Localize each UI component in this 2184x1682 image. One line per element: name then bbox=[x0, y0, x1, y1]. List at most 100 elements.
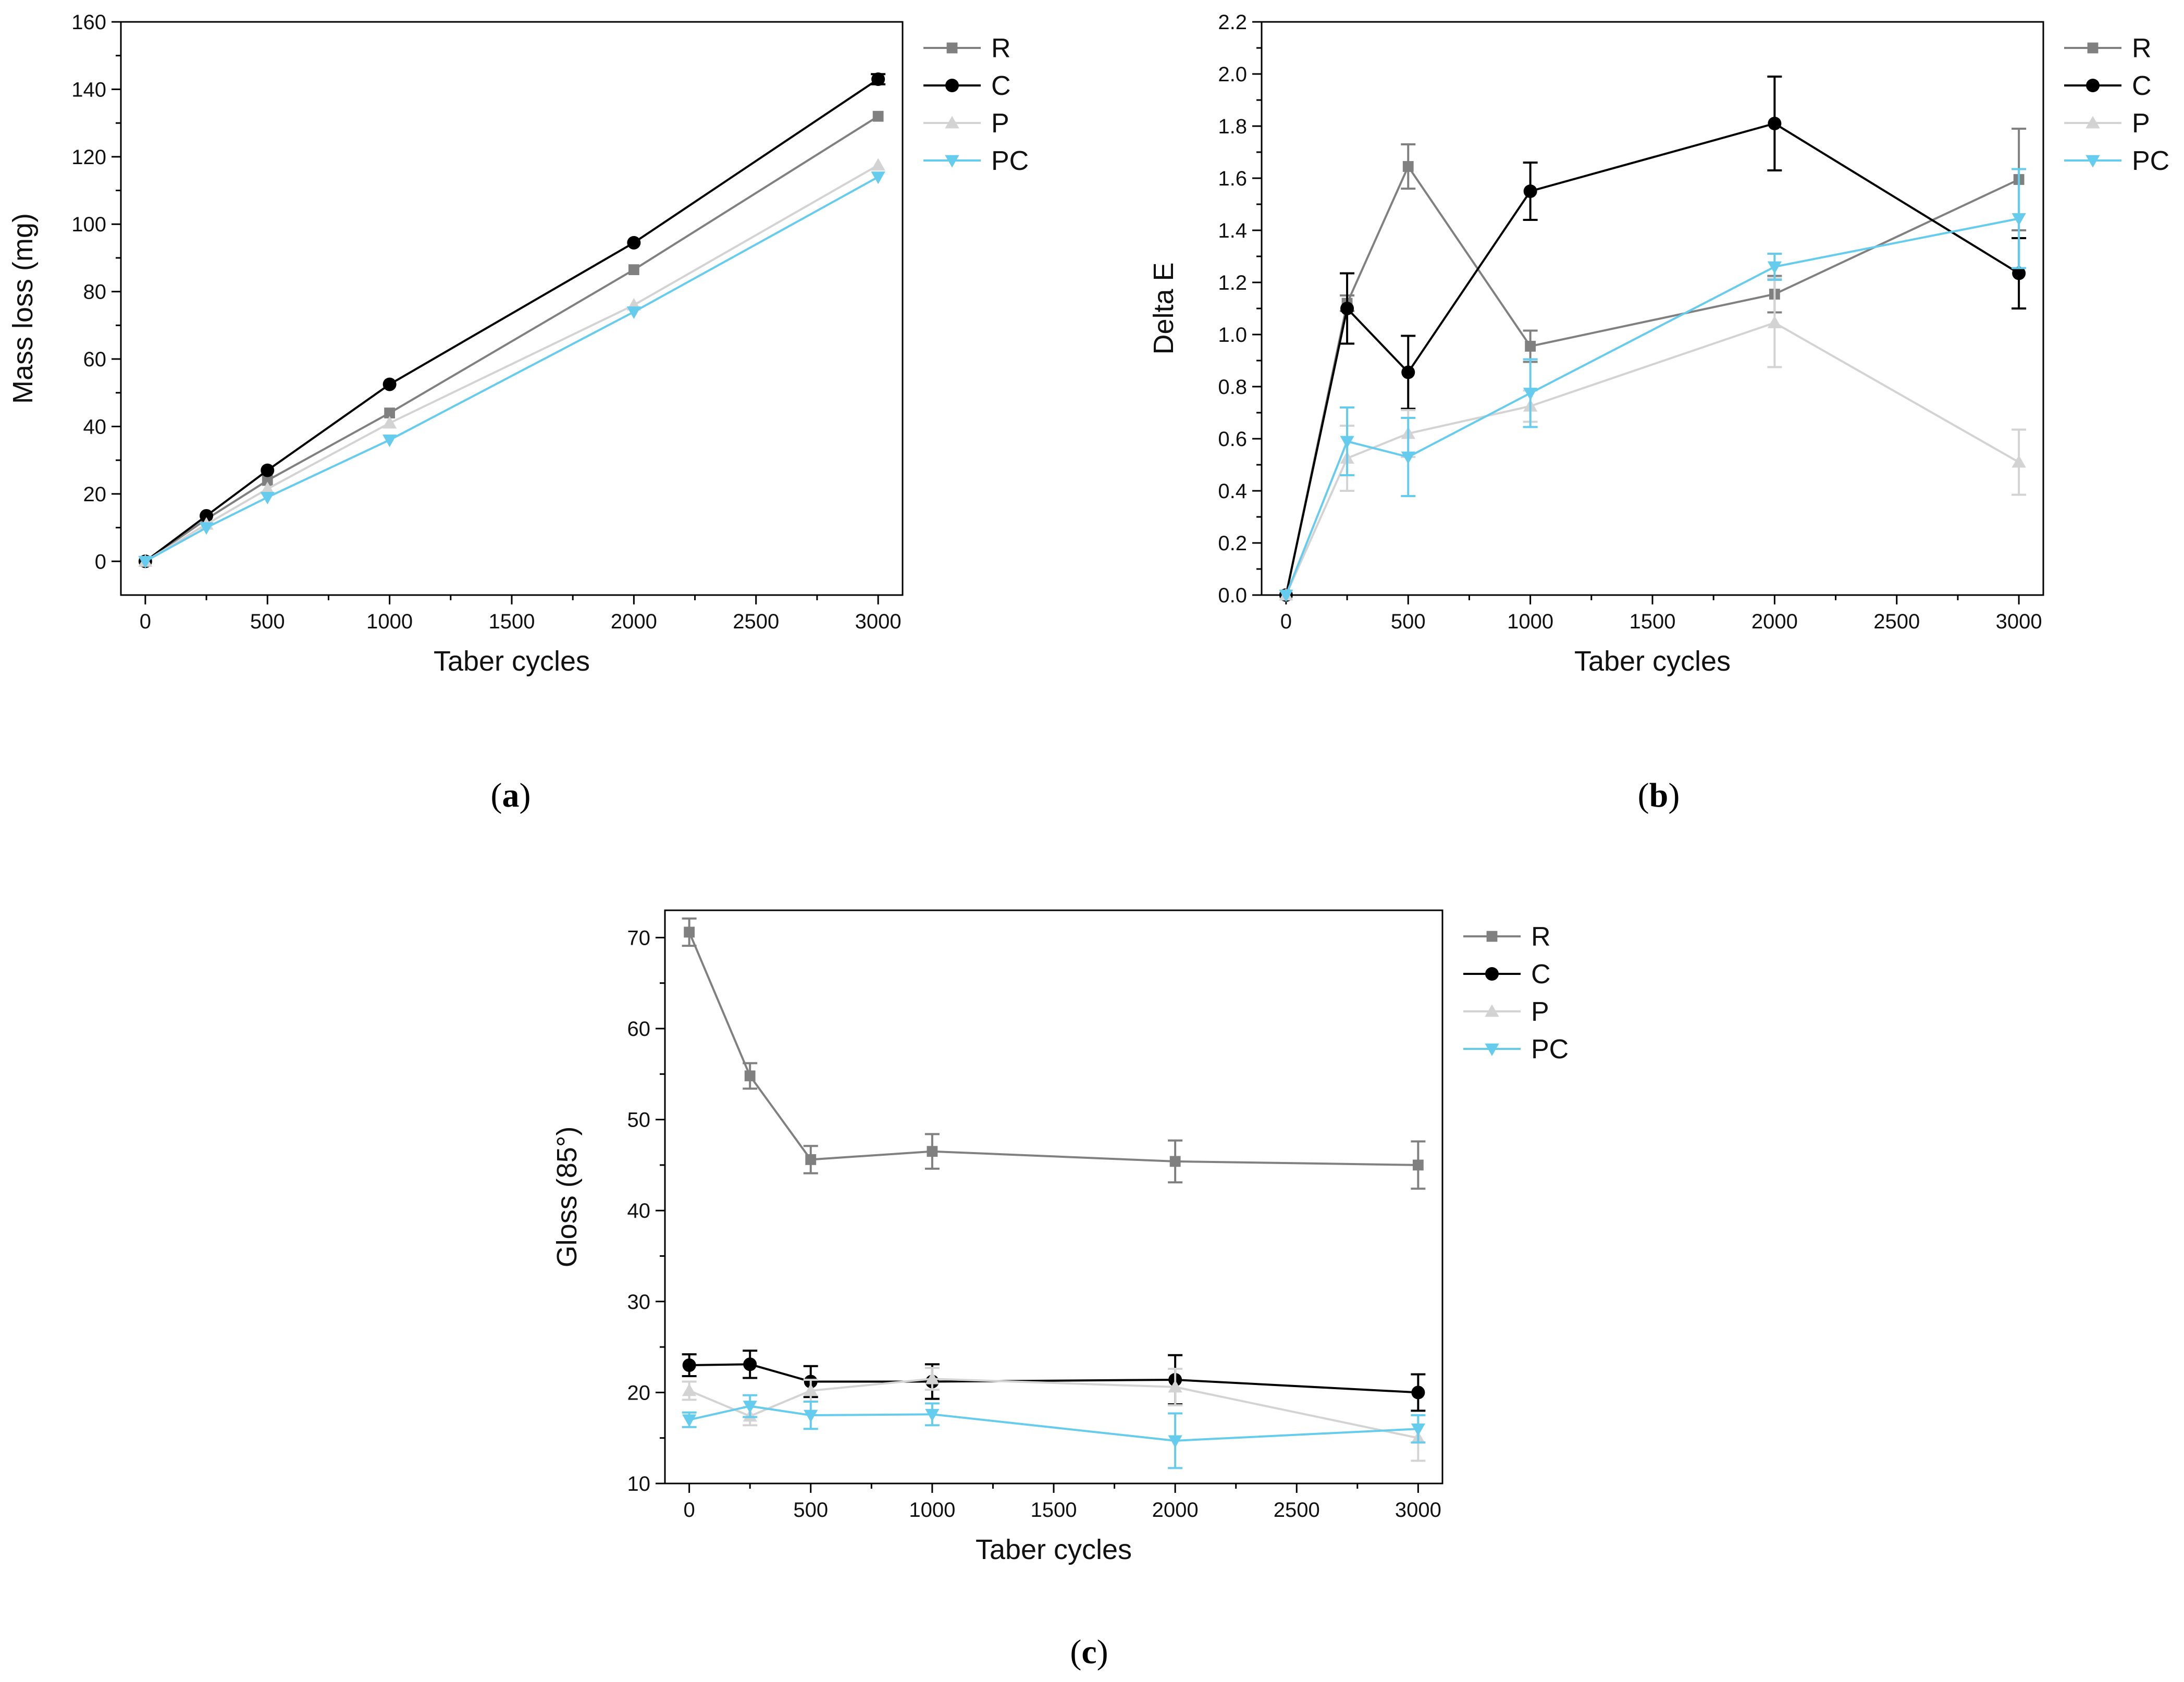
panel-c-legend-label: R bbox=[1531, 922, 1551, 952]
panel-c-line-p bbox=[688, 1378, 1418, 1439]
panel-a-y-tick-label: 0 bbox=[95, 550, 106, 573]
panel-b-x-tick-label: 1000 bbox=[1507, 610, 1553, 633]
panel-a-legend-label: R bbox=[991, 33, 1011, 64]
panel-b-series-pc bbox=[1279, 168, 2027, 602]
panel-b-x-axis: 0 500 1000 1500 2000 2500 3000 bbox=[1280, 595, 2042, 633]
panel-b-point-r bbox=[1525, 341, 1536, 352]
panel-b-x-tick-label: 2000 bbox=[1751, 610, 1798, 633]
panel-b-point-pc bbox=[1340, 436, 1354, 449]
panel-b-point-c bbox=[1340, 302, 1354, 315]
panel-c-point-p bbox=[925, 1371, 940, 1384]
panel-a-x-axis-title: Taber cycles bbox=[434, 646, 590, 677]
panel-c-legend-entry-p: P bbox=[1463, 997, 1549, 1027]
panel-c-y-tick-label: 60 bbox=[627, 1018, 651, 1041]
panel-c-line-pc bbox=[689, 1405, 1418, 1442]
panel-b-legend-marker bbox=[2086, 79, 2100, 92]
panel-b-y-tick-label: 2.0 bbox=[1218, 63, 1247, 86]
panel-c-legend-label: PC bbox=[1531, 1034, 1569, 1065]
panel-b-legend-label: PC bbox=[2132, 146, 2169, 176]
panel-c-series-p bbox=[682, 1367, 1426, 1462]
panel-a-legend-label: P bbox=[991, 108, 1009, 139]
panel-b-x-tick-label: 500 bbox=[1391, 610, 1426, 633]
panel-b-legend-label: C bbox=[2132, 71, 2152, 101]
panel-c-point-pc bbox=[682, 1414, 697, 1427]
panel-b-y-tick-label: 0.6 bbox=[1218, 428, 1247, 451]
panel-a-y-tick-label: 120 bbox=[71, 146, 106, 169]
panel-a-line-pc bbox=[144, 176, 879, 563]
panel-a-legend-marker bbox=[945, 155, 959, 168]
panel-c-point-r bbox=[805, 1154, 817, 1165]
panel-a-x-tick-label: 3000 bbox=[855, 610, 902, 633]
panel-a-y-tick-label: 20 bbox=[83, 483, 107, 506]
panel-b-line-r bbox=[1285, 164, 2019, 596]
panel-b-series-p bbox=[1279, 277, 2027, 601]
panel-c-series-r bbox=[682, 917, 1426, 1190]
panel-c-point-r bbox=[927, 1146, 938, 1157]
panel-c-x-tick-label: 0 bbox=[684, 1499, 695, 1522]
panel-c-x-tick-label: 3000 bbox=[1395, 1499, 1441, 1522]
panel-b-x-tick-label: 3000 bbox=[1996, 610, 2042, 633]
panel-b-point-c bbox=[1401, 365, 1415, 379]
panel-c-series-c bbox=[682, 1350, 1426, 1412]
panel-a-legend-entry-c: C bbox=[923, 71, 1011, 101]
panel-c-point-r bbox=[1412, 1159, 1424, 1171]
panel-a-y-axis-title: Mass loss (mg) bbox=[7, 213, 39, 404]
panel-b-point-p bbox=[2012, 455, 2026, 468]
panel-b-y-tick-label: 1.2 bbox=[1218, 271, 1247, 294]
panel-b-line-p bbox=[1285, 321, 2020, 596]
panel-c-legend-entry-pc: PC bbox=[1463, 1034, 1569, 1065]
panel-b-point-c bbox=[2012, 266, 2026, 280]
panel-a-line-c bbox=[144, 78, 879, 562]
panel-a-legend: RCP PC bbox=[923, 33, 1029, 176]
panel-c-point-p bbox=[682, 1383, 697, 1396]
panel-b-x-tick-label: 2500 bbox=[1873, 610, 1920, 633]
panel-a-x-tick-label: 2500 bbox=[733, 610, 779, 633]
panel-b-legend-entry-p: P bbox=[2064, 108, 2150, 139]
panel-c-point-pc bbox=[1168, 1435, 1182, 1448]
panel-b-x-tick-label: 1500 bbox=[1630, 610, 1676, 633]
panel-a-y-tick-label: 100 bbox=[71, 213, 106, 236]
panel-b-y-tick-label: 0.4 bbox=[1218, 480, 1247, 503]
panel-a-legend-label: PC bbox=[991, 146, 1029, 176]
panel-c-y-tick-label: 10 bbox=[627, 1473, 651, 1495]
panel-b-y-tick-label: 0.8 bbox=[1218, 376, 1247, 399]
panel-c-x-tick-label: 2500 bbox=[1274, 1499, 1320, 1522]
panel-b-legend-label: R bbox=[2132, 33, 2152, 64]
panel-b-legend-marker bbox=[2087, 42, 2099, 54]
panel-b-legend-marker bbox=[2086, 116, 2100, 129]
panel-c-point-r bbox=[684, 926, 695, 938]
panel-c-point-pc bbox=[925, 1408, 940, 1421]
panel-a-point-pc bbox=[626, 306, 641, 319]
panel-a-y-tick-label: 80 bbox=[83, 281, 107, 304]
panel-c-plot-frame bbox=[664, 909, 1443, 1485]
panel-b-y-tick-label: 0.2 bbox=[1218, 532, 1247, 555]
panel-c-point-pc bbox=[743, 1401, 757, 1414]
panel-a-y-tick-label: 60 bbox=[83, 348, 107, 371]
panel-c-point-r bbox=[744, 1070, 756, 1082]
panel-b-legend-entry-pc: PC bbox=[2064, 146, 2169, 176]
panel-b-y-tick-label: 2.2 bbox=[1218, 11, 1247, 34]
panel-a-x-axis: 0 500 1000 1500 2000 2500 3000 bbox=[140, 595, 902, 633]
panel-a-caption: (a) bbox=[491, 776, 531, 814]
panel-a-y-tick-label: 40 bbox=[83, 415, 107, 438]
panel-a-legend-marker bbox=[946, 42, 958, 54]
panel-a-point-c bbox=[200, 509, 214, 523]
panel-b-y-axis: 0.0 0.2 0.4 0.6 0.8 1.0 1.2 1.4 1.6 1.8 2.0 2.2 bbox=[1218, 11, 1262, 607]
panel-b-line-c bbox=[1285, 122, 2020, 596]
panel-a-legend-marker bbox=[945, 116, 959, 129]
panel-c-point-r bbox=[1169, 1156, 1181, 1167]
panel-b-point-pc bbox=[1523, 388, 1538, 401]
panel-c-caption: (c) bbox=[1070, 1633, 1108, 1671]
panel-b-y-tick-label: 1.0 bbox=[1218, 324, 1247, 347]
panel-a-point-p bbox=[871, 158, 885, 171]
panel-c-y-tick-label: 40 bbox=[627, 1199, 651, 1222]
panel-a-series-c bbox=[138, 72, 886, 568]
panel-a-legend-marker bbox=[945, 79, 959, 92]
panel-c-y-tick-label: 50 bbox=[627, 1109, 651, 1132]
panel-c-x-axis: 0 500 1000 1500 2000 2500 3000 bbox=[684, 1483, 1441, 1522]
panel-a-x-tick-label: 500 bbox=[250, 610, 285, 633]
panel-c-line-c bbox=[689, 1363, 1418, 1394]
panel-c-point-c bbox=[743, 1357, 757, 1371]
panel-b-point-p bbox=[1767, 315, 1782, 328]
